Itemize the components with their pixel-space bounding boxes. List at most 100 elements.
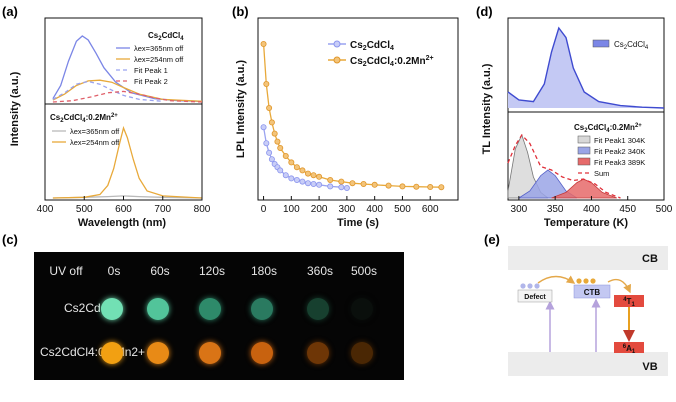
sample-dot: [147, 342, 169, 364]
chart-a-bottom-legend: λex=365nm off λex=254nm off: [52, 127, 120, 147]
chart-b-xlabel: Time (s): [337, 217, 379, 229]
legend-d-label: Sum: [594, 169, 609, 178]
chart-b-tick-label: 200: [311, 204, 328, 215]
chart-b-frame: [257, 17, 459, 201]
legend-d-label: Fit Peak1 304K: [594, 136, 645, 145]
series-b-point: [263, 140, 270, 147]
electron-3: [534, 283, 540, 289]
chart-b-ylabel: LPL Intensity (a.u.): [235, 60, 247, 159]
chart-a-tick-label: 400: [37, 204, 54, 215]
series-b-point: [327, 176, 334, 183]
series-b-point: [260, 41, 267, 48]
legend-label-cs2cdcl4: Cs2CdCl4: [350, 40, 394, 52]
series-b-point: [288, 159, 295, 166]
legend-d-label: Fit Peak3 389K: [594, 158, 645, 167]
series-b-point: [268, 119, 275, 126]
series-b-point: [263, 81, 270, 88]
series-a-top-2: [52, 80, 163, 102]
chart-d-top-legend-label: Cs2CdCl4: [614, 40, 649, 51]
vb-label: VB: [642, 361, 657, 373]
chart-d-bottom-title: Cs2CdCl4:0.2Mn2+: [574, 123, 642, 134]
legend-label-mn: Cs2CdCl4:0.2Mn2+: [350, 55, 434, 68]
chart-b-tick-label: 0: [261, 204, 267, 215]
series-d-bottom-1: [518, 169, 578, 199]
series-d-top-line: [507, 26, 665, 109]
chart-b-tick-label: 100: [283, 204, 300, 215]
chart-d-xlabel: Temperature (K): [544, 217, 628, 229]
electron-4: [576, 278, 582, 284]
sample-dot: [199, 342, 221, 364]
series-b-point: [399, 183, 406, 190]
photo-header: 180s: [250, 264, 278, 278]
series-b-point: [310, 180, 317, 187]
series-b-point: [268, 156, 275, 163]
series-b-point: [413, 183, 420, 190]
legend-a-top-label: Fit Peak 1: [134, 66, 168, 75]
photo-header: 360s: [306, 264, 334, 278]
electron-2: [527, 283, 533, 289]
ctb-to-t1-arrow: [607, 278, 631, 294]
defect-to-ctb-arrow: [537, 275, 576, 284]
legend-d-swatch: [577, 135, 591, 144]
series-b-point: [299, 178, 306, 185]
panel-label-b: (b): [232, 4, 249, 19]
photo-header: 120s: [198, 264, 226, 278]
chart-d-bottom-series: [507, 133, 621, 199]
legend-a-top-label: λex=365nm off: [134, 44, 184, 53]
series-b-point: [293, 176, 300, 183]
chart-d-tick-label: 350: [547, 204, 564, 215]
series-d-top-area: [508, 28, 664, 108]
series-a-bottom-1: [52, 125, 203, 199]
sample-dot: [351, 298, 373, 320]
chart-d-tick-label: 300: [511, 204, 528, 215]
chart-d-tick-label: 400: [583, 204, 600, 215]
chart-d-tick-label: 500: [656, 204, 673, 215]
chart-b-x-ticks: 0 100 200 300 400 500 600: [261, 196, 439, 215]
chart-d-top-legend-swatch: [592, 39, 610, 48]
sample-dot: [307, 298, 329, 320]
panel-label-e: (e): [484, 232, 500, 247]
chart-d-ylabel: TL Intensity (a.u.): [481, 63, 493, 154]
chart-a-top-title: Cs2CdCl4: [148, 31, 184, 42]
afterglow-photo: UV off 0s 60s 120s 180s 360s 500s Cs2CdCl4 Cs2Cd…: [34, 252, 404, 380]
legend-d-label: Fit Peak2 340K: [594, 147, 645, 156]
chart-a-tick-label: 800: [194, 204, 211, 215]
legend-a-bottom-label: λex=365nm off: [70, 127, 120, 136]
panel-label-d: (d): [476, 4, 493, 19]
chart-b-legend: Cs2CdCl4 Cs2CdCl4:0.2Mn2+: [328, 40, 434, 68]
photo-row-label: Cs2CdCl4:0.2Mn2+: [40, 345, 146, 359]
series-b-point: [371, 181, 378, 188]
series-b-point: [385, 182, 392, 189]
a1-level: [614, 342, 644, 353]
series-b-point: [266, 105, 273, 112]
chart-b-tick-label: 300: [339, 204, 356, 215]
series-b-point: [299, 167, 306, 174]
chart-a-top-series: [52, 35, 203, 103]
ctb-level: [573, 284, 611, 299]
series-b-point: [343, 184, 350, 191]
chart-a-x-ticks: 400 500 600 700 800: [37, 196, 211, 215]
series-b-point: [271, 130, 278, 137]
cb-label: CB: [642, 253, 658, 265]
chart-b-tick-label: 400: [366, 204, 383, 215]
valence-band: [508, 352, 668, 376]
series-a-top-0: [52, 35, 203, 102]
chart-d: 300 350 400 450 500 Temperature (K) TL Inten…: [481, 17, 673, 229]
series-b-point: [316, 173, 323, 180]
chart-a: 400 500 600 700 800 Wavelength (nm) Intensit…: [9, 17, 211, 229]
series-b-point: [277, 167, 284, 174]
chart-a-tick-label: 700: [154, 204, 171, 215]
series-b-point: [274, 138, 281, 145]
sample-dot: [251, 298, 273, 320]
sample-dot: [351, 342, 373, 364]
chart-d-bottom-legend: Fit Peak1 304K Fit Peak2 340K Fit Peak3 38…: [577, 135, 645, 178]
series-b-point: [282, 152, 289, 159]
ctb-label: CTB: [584, 288, 601, 297]
t1-label: 4T1: [623, 297, 635, 308]
legend-a-top-label: λex=254nm off: [134, 55, 184, 64]
electron-1: [520, 283, 526, 289]
legend-marker-mn: [333, 56, 341, 64]
chart-a-tick-label: 600: [115, 204, 132, 215]
chart-a-xlabel: Wavelength (nm): [78, 217, 167, 229]
chart-d-x-ticks: 300 350 400 450 500: [511, 196, 673, 215]
